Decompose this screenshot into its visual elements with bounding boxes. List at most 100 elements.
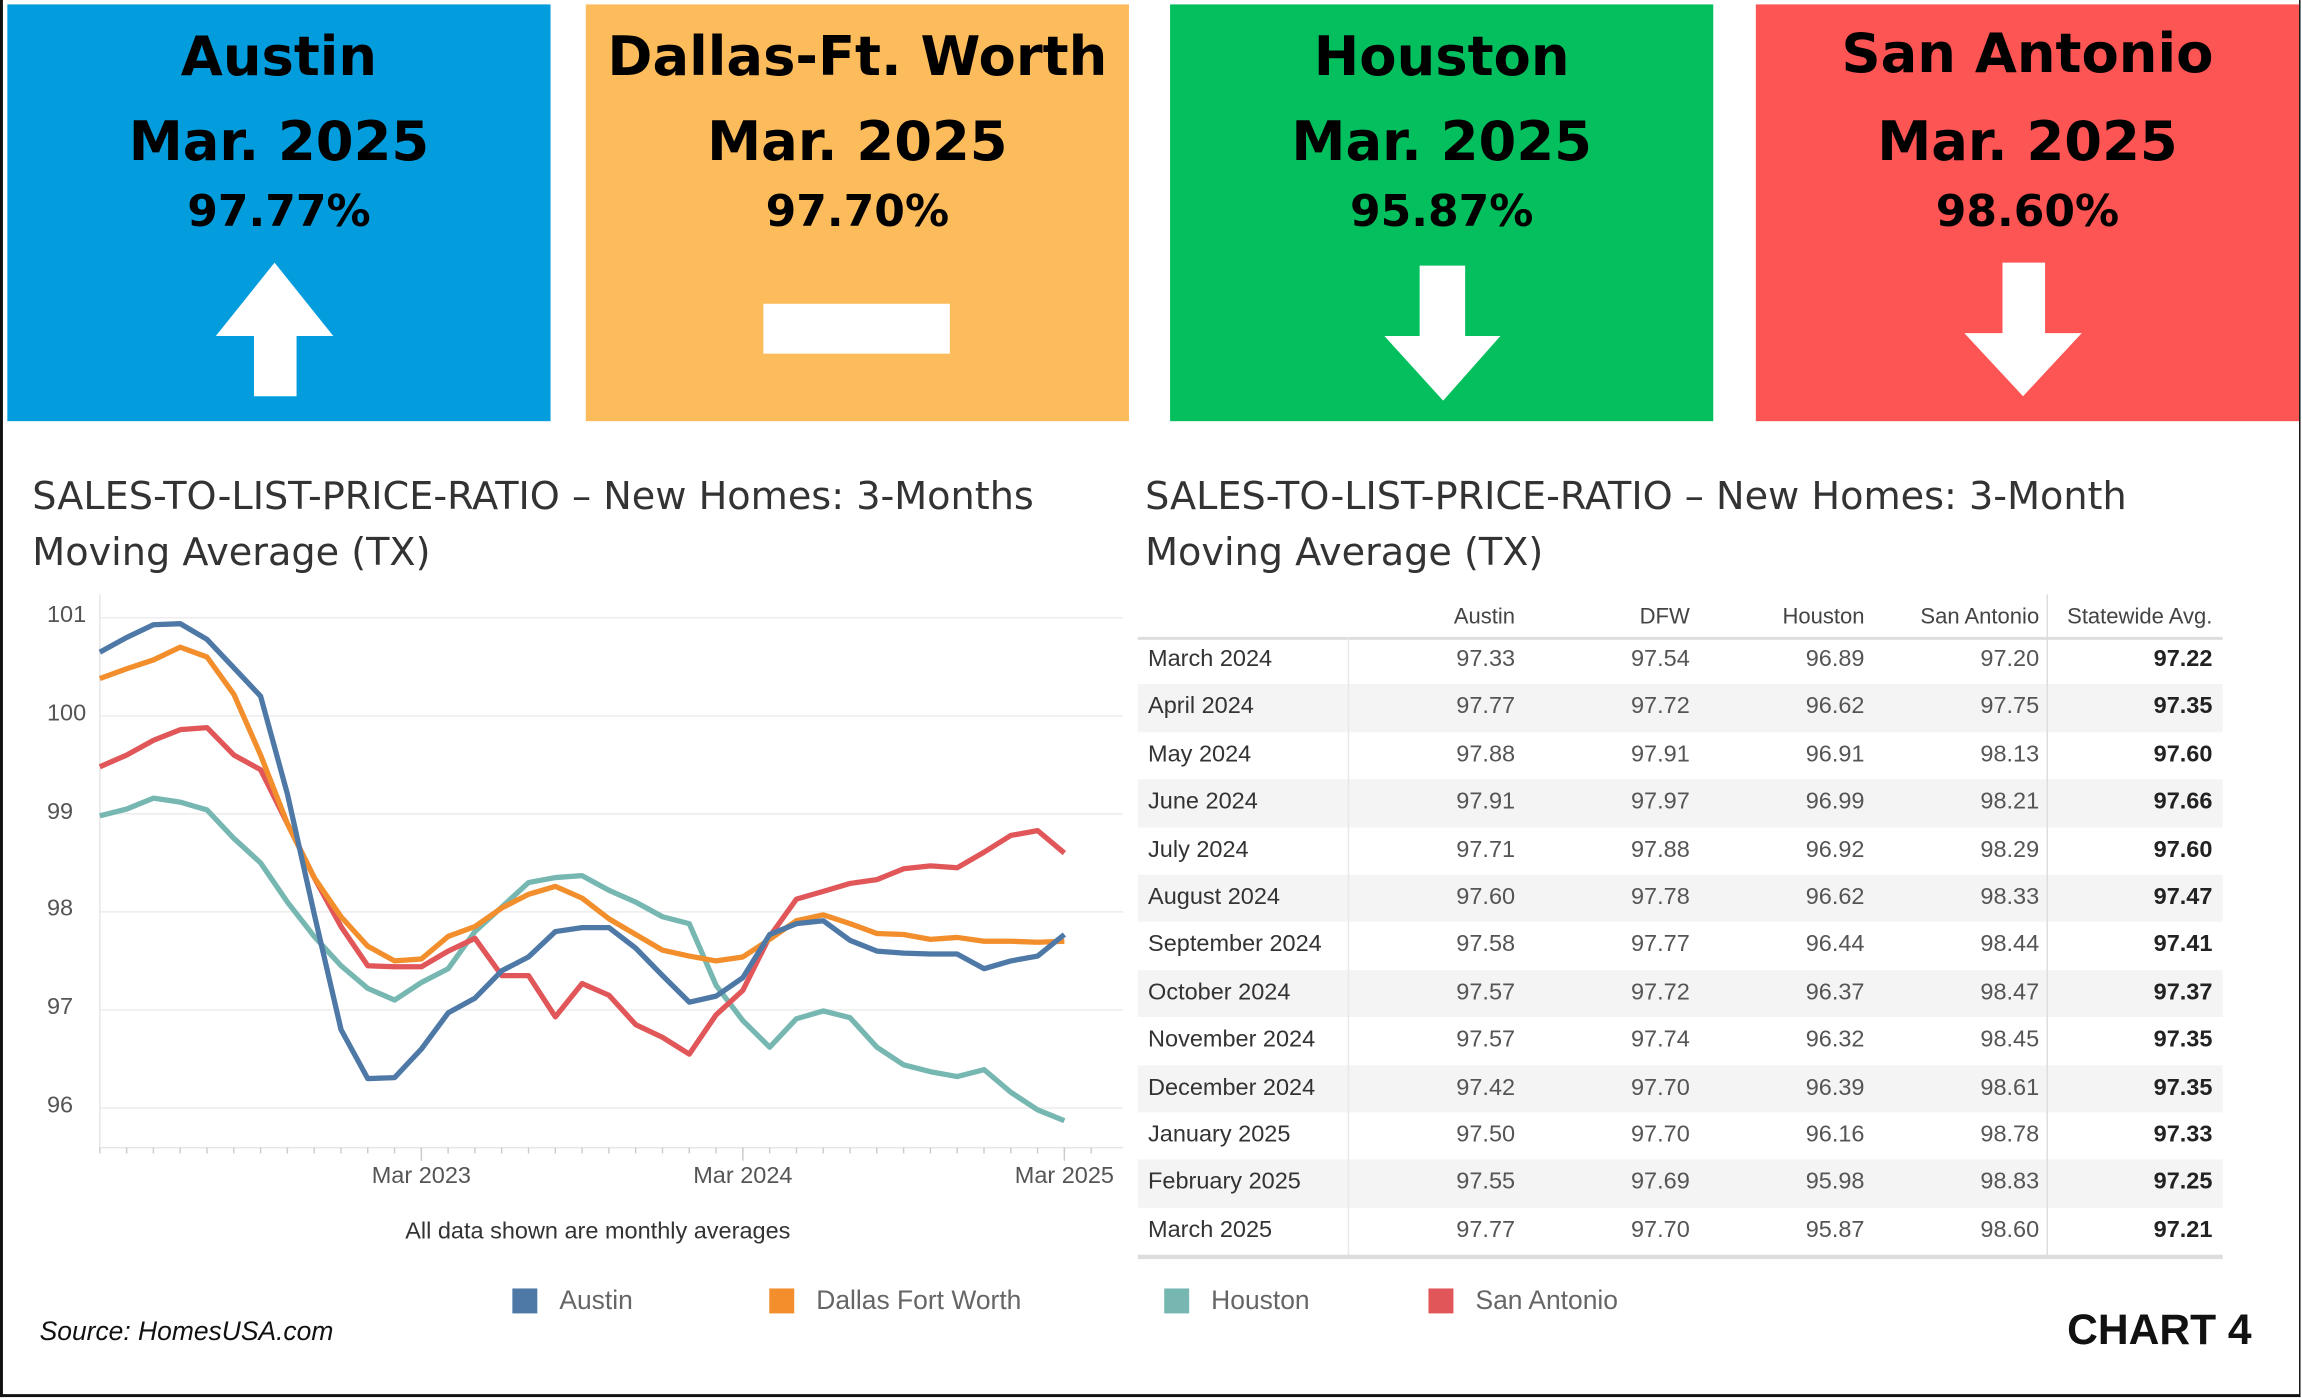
table-cell: 97.42 <box>1456 1075 1516 1101</box>
table-title: SALES-TO-LIST-PRICE-RATIO – New Homes: 3… <box>1145 470 2127 582</box>
table-row: December 2024 97.42 97.70 96.39 98.61 97.35 <box>1137 1064 2223 1113</box>
tile-city: San Antonio <box>1841 22 2214 86</box>
table-cell: 97.25 <box>2153 1170 2213 1196</box>
row-label: September 2024 <box>1148 932 1322 958</box>
table-cell: 96.16 <box>1805 1122 1865 1148</box>
chart-label: CHART 4 <box>2067 1307 2252 1355</box>
table-row: August 2024 97.60 97.78 96.62 98.33 97.47 <box>1137 874 2223 923</box>
table-cell: Statewide Avg. <box>2067 604 2213 630</box>
row-label: December 2024 <box>1148 1075 1316 1101</box>
table-cell: 98.33 <box>1980 884 2040 910</box>
line-chart-title: SALES-TO-LIST-PRICE-RATIO – New Homes: 3… <box>32 470 1033 582</box>
tile-date: Mar. 2025 <box>1291 110 1592 174</box>
legend-label: Houston <box>1211 1285 1310 1315</box>
table-row: November 2024 97.57 97.74 96.32 98.45 97.35 <box>1138 1017 2223 1065</box>
table-cell: 98.78 <box>1980 1122 2040 1148</box>
table-cell: 97.77 <box>1456 694 1516 720</box>
table-cell: 97.70 <box>1630 1217 1690 1243</box>
table-divider <box>1347 636 1350 1258</box>
table-cell: 97.72 <box>1630 694 1690 720</box>
legend-label: Austin <box>559 1285 633 1315</box>
table-cell: 97.57 <box>1456 1027 1516 1053</box>
table-row: September 2024 97.58 97.77 96.44 98.44 97.41 <box>1138 922 2223 970</box>
table-cell: 98.83 <box>1980 1170 2040 1196</box>
table-cell: 96.62 <box>1805 694 1865 720</box>
table-cell: 97.91 <box>1456 789 1516 815</box>
table-cell: 97.20 <box>1980 647 2040 673</box>
table-cell: Austin <box>1453 604 1516 630</box>
table-cell: 95.87 <box>1805 1217 1865 1243</box>
table-cell: 97.35 <box>2153 694 2213 720</box>
table-cell: 97.33 <box>1456 647 1516 673</box>
row-label: October 2024 <box>1148 979 1291 1005</box>
y-tick-label: 98 <box>46 897 74 923</box>
table-cell: 97.78 <box>1630 884 1690 910</box>
table-cell: 96.39 <box>1805 1075 1865 1101</box>
table-cell: 97.21 <box>2153 1217 2213 1243</box>
table-row: May 2024 97.88 97.91 96.91 98.13 97.60 <box>1138 732 2223 780</box>
table-cell: 95.98 <box>1805 1170 1865 1196</box>
tile-date: Mar. 2025 <box>128 110 430 174</box>
table-cell: 98.47 <box>1980 979 2040 1005</box>
row-label: November 2024 <box>1148 1027 1316 1053</box>
y-tick-label: 96 <box>46 1093 74 1119</box>
row-label: March 2025 <box>1148 1217 1273 1243</box>
tile-percent: 97.77% <box>187 186 371 238</box>
legend-swatch <box>512 1288 538 1314</box>
table-cell: 97.77 <box>1630 932 1690 958</box>
table-cell: 98.13 <box>1980 742 2040 768</box>
table-cell: 97.70 <box>1630 1122 1690 1148</box>
table-cell: 96.44 <box>1805 932 1865 958</box>
table-row: January 2025 97.50 97.70 96.16 98.78 97.33 <box>1138 1112 2223 1160</box>
tile-houston: Houston Mar. 2025 95.87% <box>1170 4 1714 422</box>
table-cell: 98.60 <box>1980 1217 2040 1243</box>
table-cell: 98.45 <box>1980 1027 2040 1053</box>
series-line-san-antonio <box>98 724 1067 1057</box>
table-row: March 2025 97.77 97.70 95.87 98.60 97.21 <box>1138 1207 2223 1255</box>
table-title-line2: Moving Average (TX) <box>1145 531 1544 576</box>
tile-city: Houston <box>1313 24 1570 89</box>
table-cell: 96.62 <box>1805 884 1865 910</box>
y-tick-label: 99 <box>46 799 74 825</box>
legend-swatch <box>1164 1288 1190 1314</box>
tile-austin: Austin Mar. 2025 97.77% <box>7 4 551 422</box>
table-cell: San Antonio <box>1920 604 2040 630</box>
table-cell: 97.41 <box>2153 932 2213 958</box>
row-label: July 2024 <box>1148 837 1249 863</box>
table-cell: Houston <box>1782 604 1865 630</box>
row-label: March 2024 <box>1148 647 1273 673</box>
table-cell: 97.60 <box>2153 837 2213 863</box>
legend-swatch <box>769 1288 795 1314</box>
tile-date: Mar. 2025 <box>1877 110 2178 174</box>
table-cell: 97.33 <box>2153 1122 2213 1148</box>
chart-note: All data shown are monthly averages <box>405 1219 791 1245</box>
arrow-up-icon <box>215 262 334 397</box>
table-cell: 97.71 <box>1456 837 1516 863</box>
row-label: April 2024 <box>1148 694 1254 720</box>
table-row: October 2024 97.57 97.72 96.37 98.47 97.37 <box>1137 969 2223 1018</box>
table-cell: 97.35 <box>2153 1027 2213 1053</box>
table-cell: 97.57 <box>1456 979 1516 1005</box>
table-divider <box>1137 636 2223 640</box>
table-row: February 2025 97.55 97.69 95.98 98.83 97.25 <box>1137 1159 2223 1208</box>
tile-city: Austin <box>180 24 378 89</box>
tile-percent: 95.87% <box>1349 186 1534 238</box>
table-cell: 96.99 <box>1805 789 1865 815</box>
table-cell: 97.70 <box>1630 1075 1690 1101</box>
series-line-houston <box>99 795 1066 1124</box>
tile-san-antonio: San Antonio Mar. 2025 98.60% <box>1755 4 2300 422</box>
legend-label: San Antonio <box>1475 1285 1618 1315</box>
tile-dallas-ft-worth: Dallas-Ft. Worth Mar. 2025 97.70% <box>585 4 1129 422</box>
line-chart-title-line2: Moving Average (TX) <box>32 531 431 576</box>
table-cell: 97.35 <box>2153 1075 2213 1101</box>
table-cell: 97.77 <box>1456 1217 1516 1243</box>
table-cell: 98.61 <box>1980 1075 2040 1101</box>
tile-percent: 97.70% <box>765 186 950 238</box>
table-cell: 97.37 <box>2153 979 2213 1005</box>
tile-percent: 98.60% <box>1935 186 2120 238</box>
table-cell: 97.66 <box>2153 789 2213 815</box>
table-cell: 97.88 <box>1456 742 1516 768</box>
x-tick-label: Mar 2024 <box>693 1163 793 1189</box>
